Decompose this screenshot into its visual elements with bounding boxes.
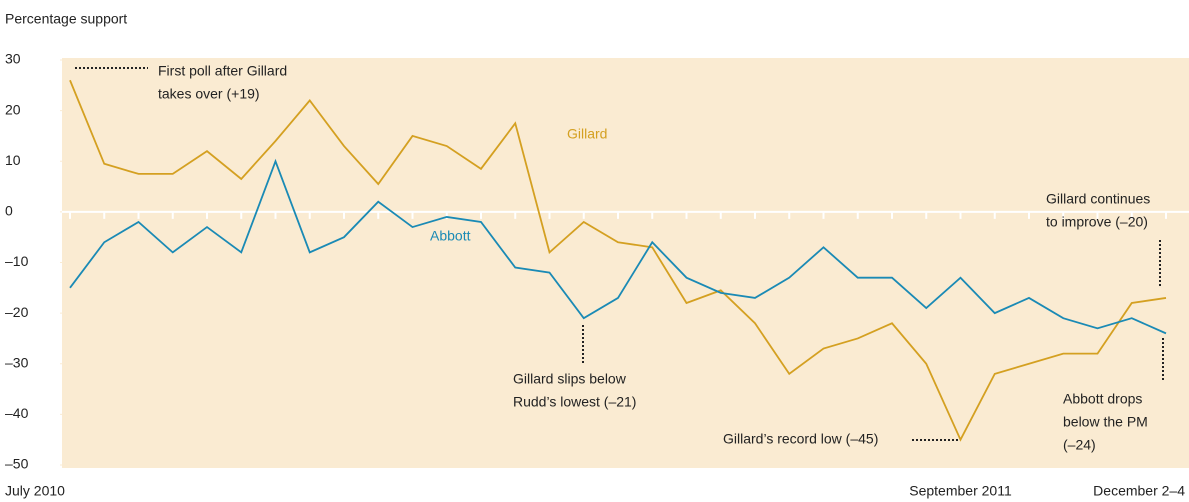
annotation: (–24) <box>1063 437 1096 453</box>
annotation: Abbott drops <box>1063 391 1142 407</box>
plot-background <box>62 58 1189 468</box>
annotation: Gillard slips below <box>513 371 627 387</box>
x-tick-label: July 2010 <box>5 483 65 499</box>
annotation: takes over (+19) <box>158 86 260 102</box>
y-tick-label: –20 <box>5 304 29 320</box>
series-line <box>69 79 1167 442</box>
y-tick-label: –40 <box>5 405 29 421</box>
x-tick-label: December 2–4 <box>1093 483 1185 499</box>
y-tick-label: 20 <box>5 101 21 117</box>
annotation: Rudd’s lowest (–21) <box>513 394 636 410</box>
series-line <box>69 158 1167 335</box>
x-tick-label: September 2011 <box>909 483 1012 499</box>
annotation: to improve (–20) <box>1046 214 1148 230</box>
series-label: Abbott <box>430 228 471 244</box>
series-label: Gillard <box>567 126 607 142</box>
annotation: First poll after Gillard <box>158 63 287 79</box>
y-tick-label: 0 <box>5 203 13 219</box>
y-tick-label: 30 <box>5 51 21 67</box>
y-axis-label: Percentage support <box>5 11 127 27</box>
y-tick-label: –10 <box>5 253 29 269</box>
y-tick-label: 10 <box>5 152 21 168</box>
y-tick-label: –30 <box>5 354 29 370</box>
annotation: below the PM <box>1063 414 1148 430</box>
y-tick-label: –50 <box>5 456 29 472</box>
annotation: Gillard’s record low (–45) <box>723 431 878 447</box>
annotation: Gillard continues <box>1046 191 1150 207</box>
